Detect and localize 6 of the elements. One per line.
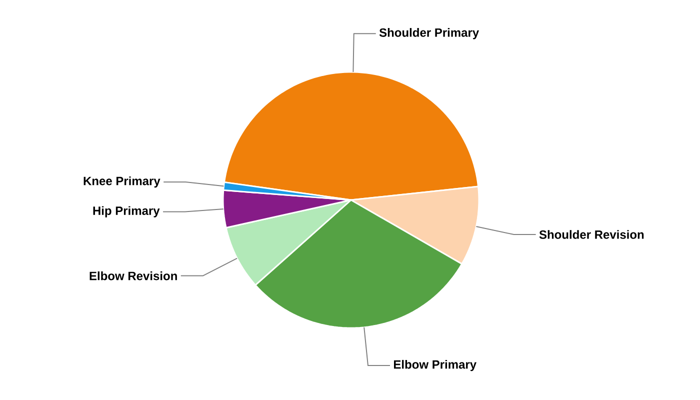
slice-label: Shoulder Primary xyxy=(379,28,480,40)
slice-label: Knee Primary xyxy=(84,176,160,188)
slice-label: Hip Primary xyxy=(93,206,160,218)
slice-label: Elbow Revision xyxy=(90,271,177,280)
slice-label: Elbow Primary xyxy=(394,360,476,372)
slice-label: Shoulder Revision xyxy=(539,230,644,239)
